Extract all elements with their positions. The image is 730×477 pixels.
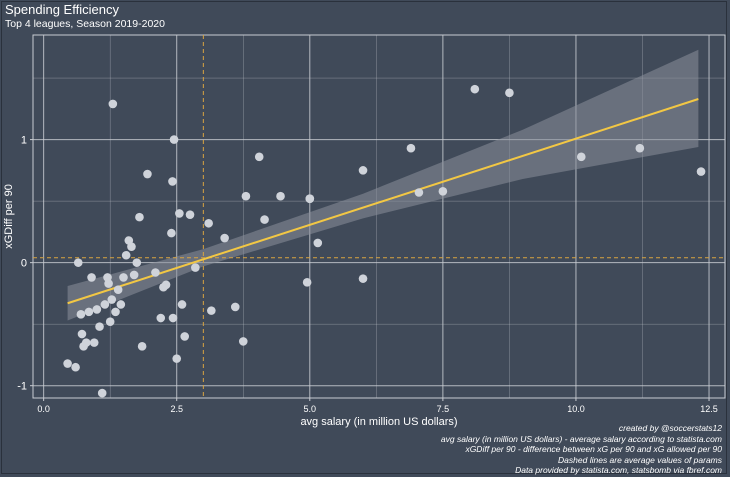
caption-line-source: Data provided by statista.com, statsbomb…	[515, 465, 722, 475]
data-point	[254, 152, 264, 162]
caption-line-salary: avg salary (in million US dollars) - ave…	[440, 433, 722, 444]
data-point	[104, 279, 113, 288]
data-point	[113, 285, 123, 295]
data-point	[230, 302, 240, 312]
data-point	[168, 313, 178, 323]
confidence-band-layer	[67, 49, 699, 321]
caption-line-xgdiff: xGDiff per 90 - difference between xG pe…	[465, 444, 722, 454]
x-tick-label: 12.5	[700, 404, 718, 414]
data-point	[185, 210, 195, 219]
x-tick-label: 5.0	[304, 404, 317, 414]
data-point	[63, 359, 72, 368]
data-point	[97, 388, 107, 398]
data-point	[92, 305, 102, 314]
y-tick-label: 1	[21, 135, 27, 147]
data-point	[107, 295, 117, 304]
y-axis-label: xGDiff per 90	[3, 184, 15, 249]
data-point	[89, 338, 99, 347]
data-point	[177, 300, 187, 309]
data-point	[696, 167, 706, 176]
data-point	[276, 191, 285, 201]
data-point	[84, 307, 94, 317]
data-point	[161, 280, 171, 290]
chart-subtitle: Top 4 leagues, Season 2019-2020	[5, 18, 165, 30]
data-point	[71, 362, 80, 372]
data-point	[305, 194, 315, 203]
data-point	[137, 342, 147, 351]
data-point	[358, 274, 368, 283]
data-point	[76, 310, 86, 319]
data-point	[172, 354, 182, 363]
data-point	[438, 186, 448, 196]
data-point	[81, 338, 91, 347]
data-point	[105, 317, 115, 327]
data-point	[116, 300, 126, 309]
x-tick-label: 7.5	[437, 404, 450, 414]
trend-line-layer	[67, 98, 699, 305]
x-axis-label: avg salary (in million US dollars)	[300, 416, 457, 428]
data-point	[108, 99, 118, 109]
data-point	[241, 191, 251, 201]
chart-title: Spending Efficiency	[5, 2, 119, 17]
data-point	[302, 278, 312, 287]
x-tick-label: 10.0	[567, 404, 585, 414]
plot-panel	[32, 34, 726, 399]
data-point	[406, 143, 416, 153]
data-point	[129, 270, 139, 280]
confidence-band	[67, 49, 699, 321]
points-layer	[63, 84, 706, 398]
x-tick-label: 0.0	[37, 404, 50, 414]
data-point	[168, 177, 177, 186]
data-point	[220, 233, 229, 243]
data-point	[77, 329, 87, 339]
data-point	[73, 258, 83, 267]
trend-line	[67, 98, 699, 305]
data-point	[151, 268, 160, 277]
y-tick-label: 0	[21, 258, 27, 270]
data-point	[127, 242, 136, 251]
y-tick-label: -1	[17, 381, 27, 393]
caption-line-dashed: Dashed lines are average values of param…	[558, 454, 722, 465]
data-point	[175, 209, 184, 218]
data-point	[119, 273, 128, 282]
data-point	[204, 218, 213, 228]
data-point	[135, 212, 144, 222]
data-point	[132, 258, 142, 267]
data-point	[505, 88, 514, 98]
data-point	[191, 263, 200, 272]
data-point	[95, 322, 104, 331]
data-point	[576, 152, 586, 162]
data-point	[238, 337, 248, 346]
data-point	[470, 84, 480, 94]
data-point	[414, 188, 424, 197]
data-point	[260, 215, 269, 224]
data-point	[313, 238, 323, 248]
caption-line-credit: created by @soccerstats12	[618, 423, 722, 433]
data-point	[143, 169, 152, 179]
average-lines-layer	[33, 35, 725, 398]
data-point	[169, 135, 179, 144]
data-point	[156, 313, 166, 323]
data-point	[111, 307, 120, 317]
data-point	[635, 143, 645, 153]
data-point	[87, 273, 96, 282]
x-tick-label: 2.5	[170, 404, 183, 414]
data-point	[121, 250, 131, 260]
data-point	[167, 228, 176, 238]
data-point	[358, 166, 368, 175]
caption-block: created by @soccerstats12 avg salary (in…	[441, 423, 722, 476]
axis-layer: 0.0 2.5 5.0 7.5 10.0 12.5 -1 0 1 avg salary (in m…	[3, 135, 718, 428]
data-point	[180, 332, 190, 341]
data-point	[207, 306, 216, 315]
data-point	[100, 300, 110, 309]
